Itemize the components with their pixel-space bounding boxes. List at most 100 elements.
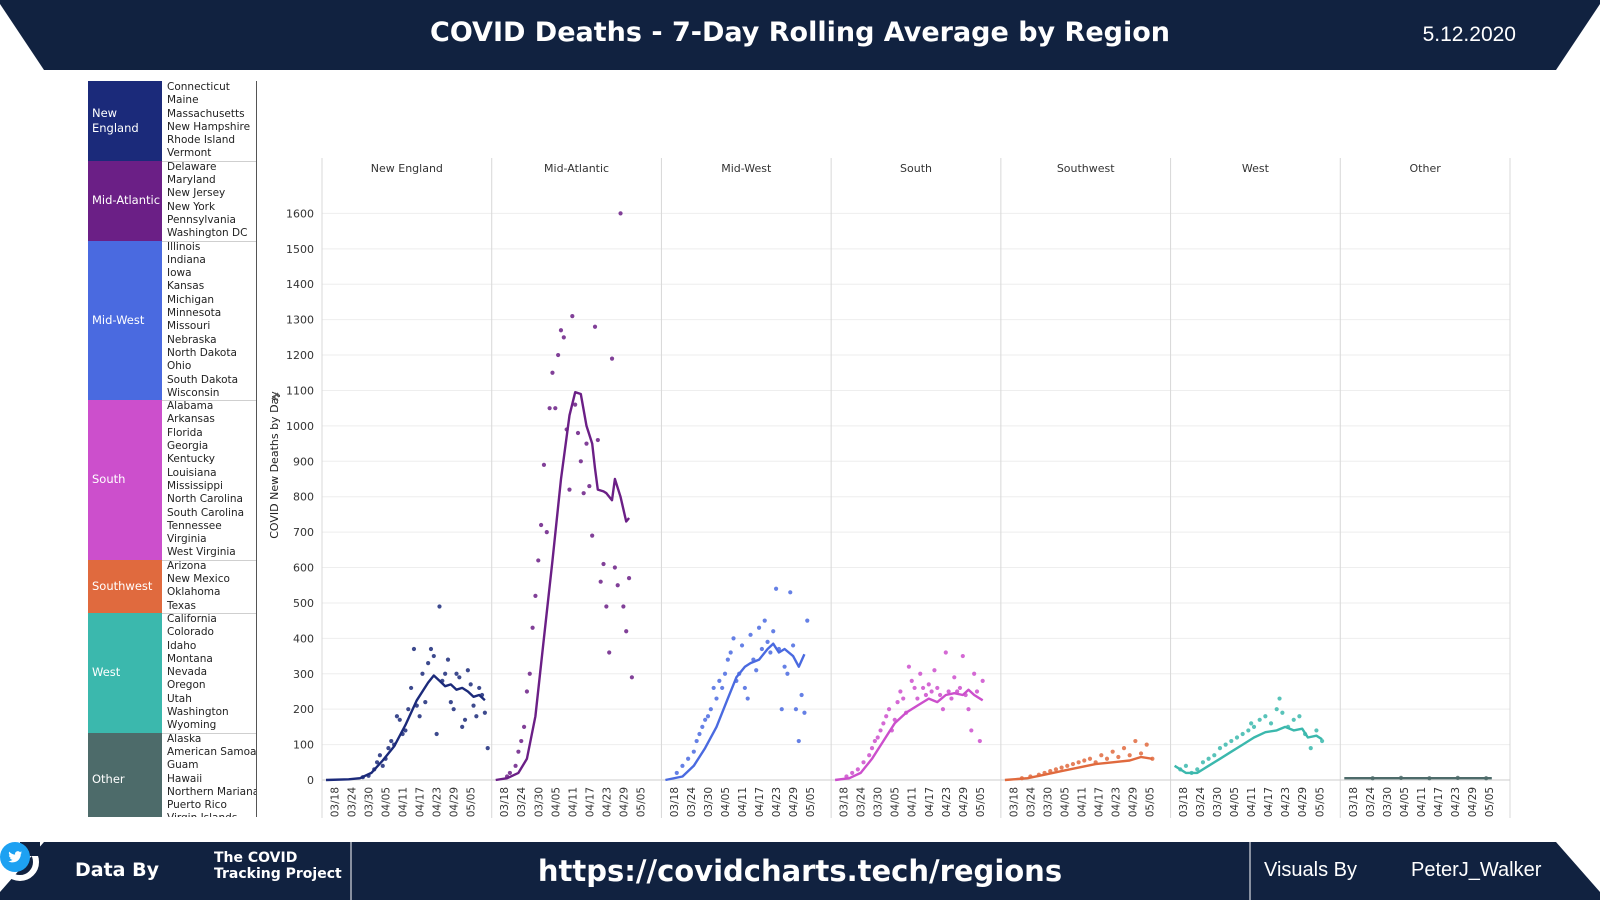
daily-point xyxy=(742,685,747,691)
y-tick-label: 400 xyxy=(293,632,314,645)
legend-state-item: Wisconsin xyxy=(167,386,220,399)
daily-point xyxy=(691,749,696,754)
daily-point xyxy=(966,707,971,712)
daily-point xyxy=(717,678,722,683)
x-tick-label: 03/18 xyxy=(330,787,342,817)
daily-point xyxy=(1277,696,1282,701)
daily-point xyxy=(1291,717,1296,722)
rolling-average-line xyxy=(834,688,984,782)
x-tick-label: 03/24 xyxy=(686,787,698,818)
x-tick-label: 04/11 xyxy=(1416,787,1428,817)
y-tick-label: 500 xyxy=(293,597,314,610)
daily-point xyxy=(711,685,716,691)
legend-state-item: Iowa xyxy=(167,267,192,280)
legend-state-item: New Jersey xyxy=(167,187,226,200)
legend-state-item: New Hampshire xyxy=(167,120,251,133)
legend-region-new-england[interactable]: New England xyxy=(88,81,162,161)
legend-state-list: Alabama Arkansas Florida Georgia Kentucky Lou… xyxy=(167,400,256,560)
daily-point xyxy=(460,724,465,729)
daily-point xyxy=(1280,710,1285,715)
daily-point xyxy=(980,678,985,683)
y-tick-label: 1100 xyxy=(286,384,314,397)
footer-banner: Data By The COVID Tracking Project https… xyxy=(0,842,1600,900)
legend-separator xyxy=(162,732,256,734)
daily-point xyxy=(1121,746,1127,751)
daily-point xyxy=(745,696,750,701)
daily-point xyxy=(861,760,866,765)
daily-point xyxy=(1263,714,1268,719)
daily-point xyxy=(762,618,767,623)
x-tick-label: 04/11 xyxy=(1246,787,1258,817)
daily-point xyxy=(507,770,512,776)
legend-separator xyxy=(162,160,256,162)
legend-region-mid-atlantic[interactable]: Mid-Atlantic xyxy=(88,160,162,241)
panel-other: Other 03/18 03/24 03/30 04/05 04/11 04/17 04/23… xyxy=(1339,158,1511,818)
daily-point xyxy=(949,696,954,701)
daily-point xyxy=(536,558,541,563)
daily-point xyxy=(556,352,561,358)
x-tick-label: 04/29 xyxy=(449,787,461,817)
y-tick-label: 1600 xyxy=(286,207,314,220)
daily-point xyxy=(431,653,436,659)
legend-region-west[interactable]: West xyxy=(88,613,162,733)
y-tick-label: 1000 xyxy=(286,420,314,433)
legend-state-list: Delaware Maryland New Jersey New York Pennsy… xyxy=(167,161,256,241)
y-tick-label: 0 xyxy=(307,774,314,787)
daily-point xyxy=(796,738,801,744)
daily-point xyxy=(426,661,431,666)
daily-point xyxy=(748,632,753,637)
daily-point xyxy=(855,767,860,772)
daily-point xyxy=(960,653,965,659)
legend-state-item: New York xyxy=(167,200,216,213)
daily-point xyxy=(516,749,521,754)
daily-point xyxy=(912,685,917,691)
legend-region-southwest[interactable]: Southwest xyxy=(88,559,162,613)
legend-region-mid-west[interactable]: Mid-West xyxy=(88,240,162,401)
twitter-icon[interactable] xyxy=(0,842,30,872)
data-by-label: Data By xyxy=(75,859,159,881)
panel-southwest: Southwest 03/18 03/24 03/30 04/05 04/11 04/17 0… xyxy=(1000,158,1171,818)
daily-point xyxy=(1144,742,1149,747)
legend-region-other[interactable]: Other xyxy=(88,732,162,817)
daily-point xyxy=(1110,749,1115,754)
daily-point xyxy=(1065,763,1070,768)
source-name-line1: The COVID xyxy=(214,850,298,866)
daily-point xyxy=(595,437,600,443)
legend-state-list: Alaska American Samoa Guam Hawaii Northern M… xyxy=(167,733,256,817)
daily-point xyxy=(570,314,575,319)
legend-state-list: Connecticut Maine Massachusetts New Hampshi… xyxy=(167,81,256,161)
daily-point xyxy=(550,370,555,375)
legend-region-south[interactable]: South xyxy=(88,400,162,560)
daily-point xyxy=(926,682,931,687)
x-tick-label: 03/24 xyxy=(856,787,868,818)
daily-point xyxy=(423,699,428,705)
x-tick-label: 04/23 xyxy=(1450,787,1462,817)
daily-point xyxy=(898,689,903,694)
legend-state-list: California Colorado Idaho Montana Nevada Oreg… xyxy=(167,613,256,733)
legend-state-item: California xyxy=(167,613,217,625)
daily-point xyxy=(1076,760,1081,765)
x-tick-label: 04/05 xyxy=(890,787,902,817)
x-tick-label: 04/23 xyxy=(941,787,953,817)
report-date: 5.12.2020 xyxy=(1422,23,1516,46)
daily-point xyxy=(454,671,459,676)
x-tick-label: 04/17 xyxy=(1433,787,1445,817)
daily-point xyxy=(700,724,705,729)
x-tick-label: 04/17 xyxy=(584,787,596,817)
daily-point xyxy=(1240,731,1245,737)
site-url-link[interactable]: https://covidcharts.tech/regions xyxy=(537,854,1063,888)
daily-point xyxy=(397,717,402,722)
twitter-handle-link[interactable]: PeterJ_Walker xyxy=(1411,859,1542,881)
daily-point xyxy=(513,763,518,768)
legend-state-item: Montana xyxy=(167,652,213,665)
legend-state-item: New Mexico xyxy=(167,573,230,586)
legend-state-item: Arizona xyxy=(167,559,207,572)
y-tick-label: 1300 xyxy=(286,314,314,327)
daily-point xyxy=(686,756,691,761)
legend-state-item: Tennessee xyxy=(167,519,222,532)
legend-state-item: Mississippi xyxy=(167,479,223,492)
daily-point xyxy=(485,746,490,751)
x-tick-label: 03/30 xyxy=(364,787,376,817)
legend-state-item: Texas xyxy=(167,599,197,612)
daily-point xyxy=(389,738,394,744)
